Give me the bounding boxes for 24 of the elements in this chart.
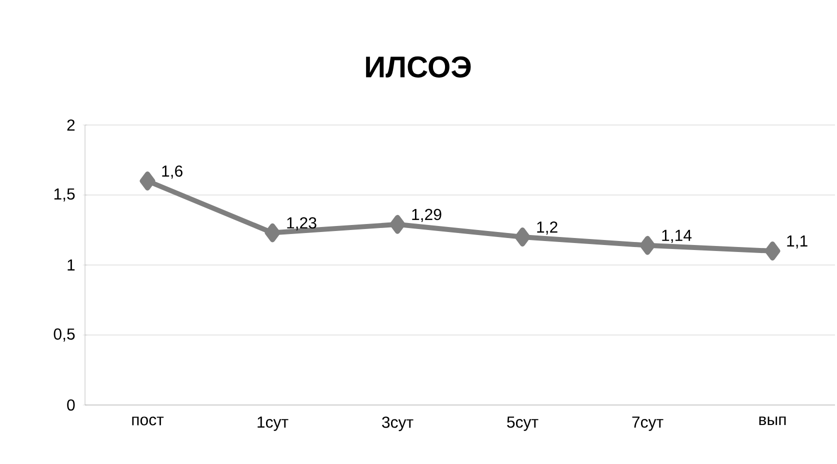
point: [390, 214, 406, 234]
data-label: 1,2: [537, 221, 558, 235]
data-label: 1,14: [662, 230, 692, 243]
data-label: 1,1: [787, 236, 808, 249]
point: [514, 228, 530, 246]
y-tick-label: 2: [67, 119, 75, 131]
y-tick-label: 0,5: [54, 328, 75, 342]
point: [140, 172, 156, 190]
x-tick-label: 5сут: [507, 416, 538, 431]
x-tick-label: пост: [132, 416, 164, 426]
y-tick-label: 1: [68, 260, 75, 270]
data-label: 1,23: [287, 217, 316, 230]
point: [764, 242, 780, 260]
x-tick-label: 7сут: [632, 416, 664, 431]
x-tick-label: 1сут: [258, 416, 288, 431]
x-tick-label: вып: [759, 416, 786, 426]
y-tick-label: 1,5: [54, 188, 75, 202]
point: [264, 223, 280, 242]
data-label: 1,6: [162, 165, 182, 179]
point: [640, 236, 656, 255]
x-tick-label: 3сут: [382, 416, 414, 432]
y-tick-label: 0: [67, 399, 75, 411]
chart-title: ИЛСОЭ: [366, 56, 471, 78]
data-label: 1,29: [412, 208, 442, 222]
